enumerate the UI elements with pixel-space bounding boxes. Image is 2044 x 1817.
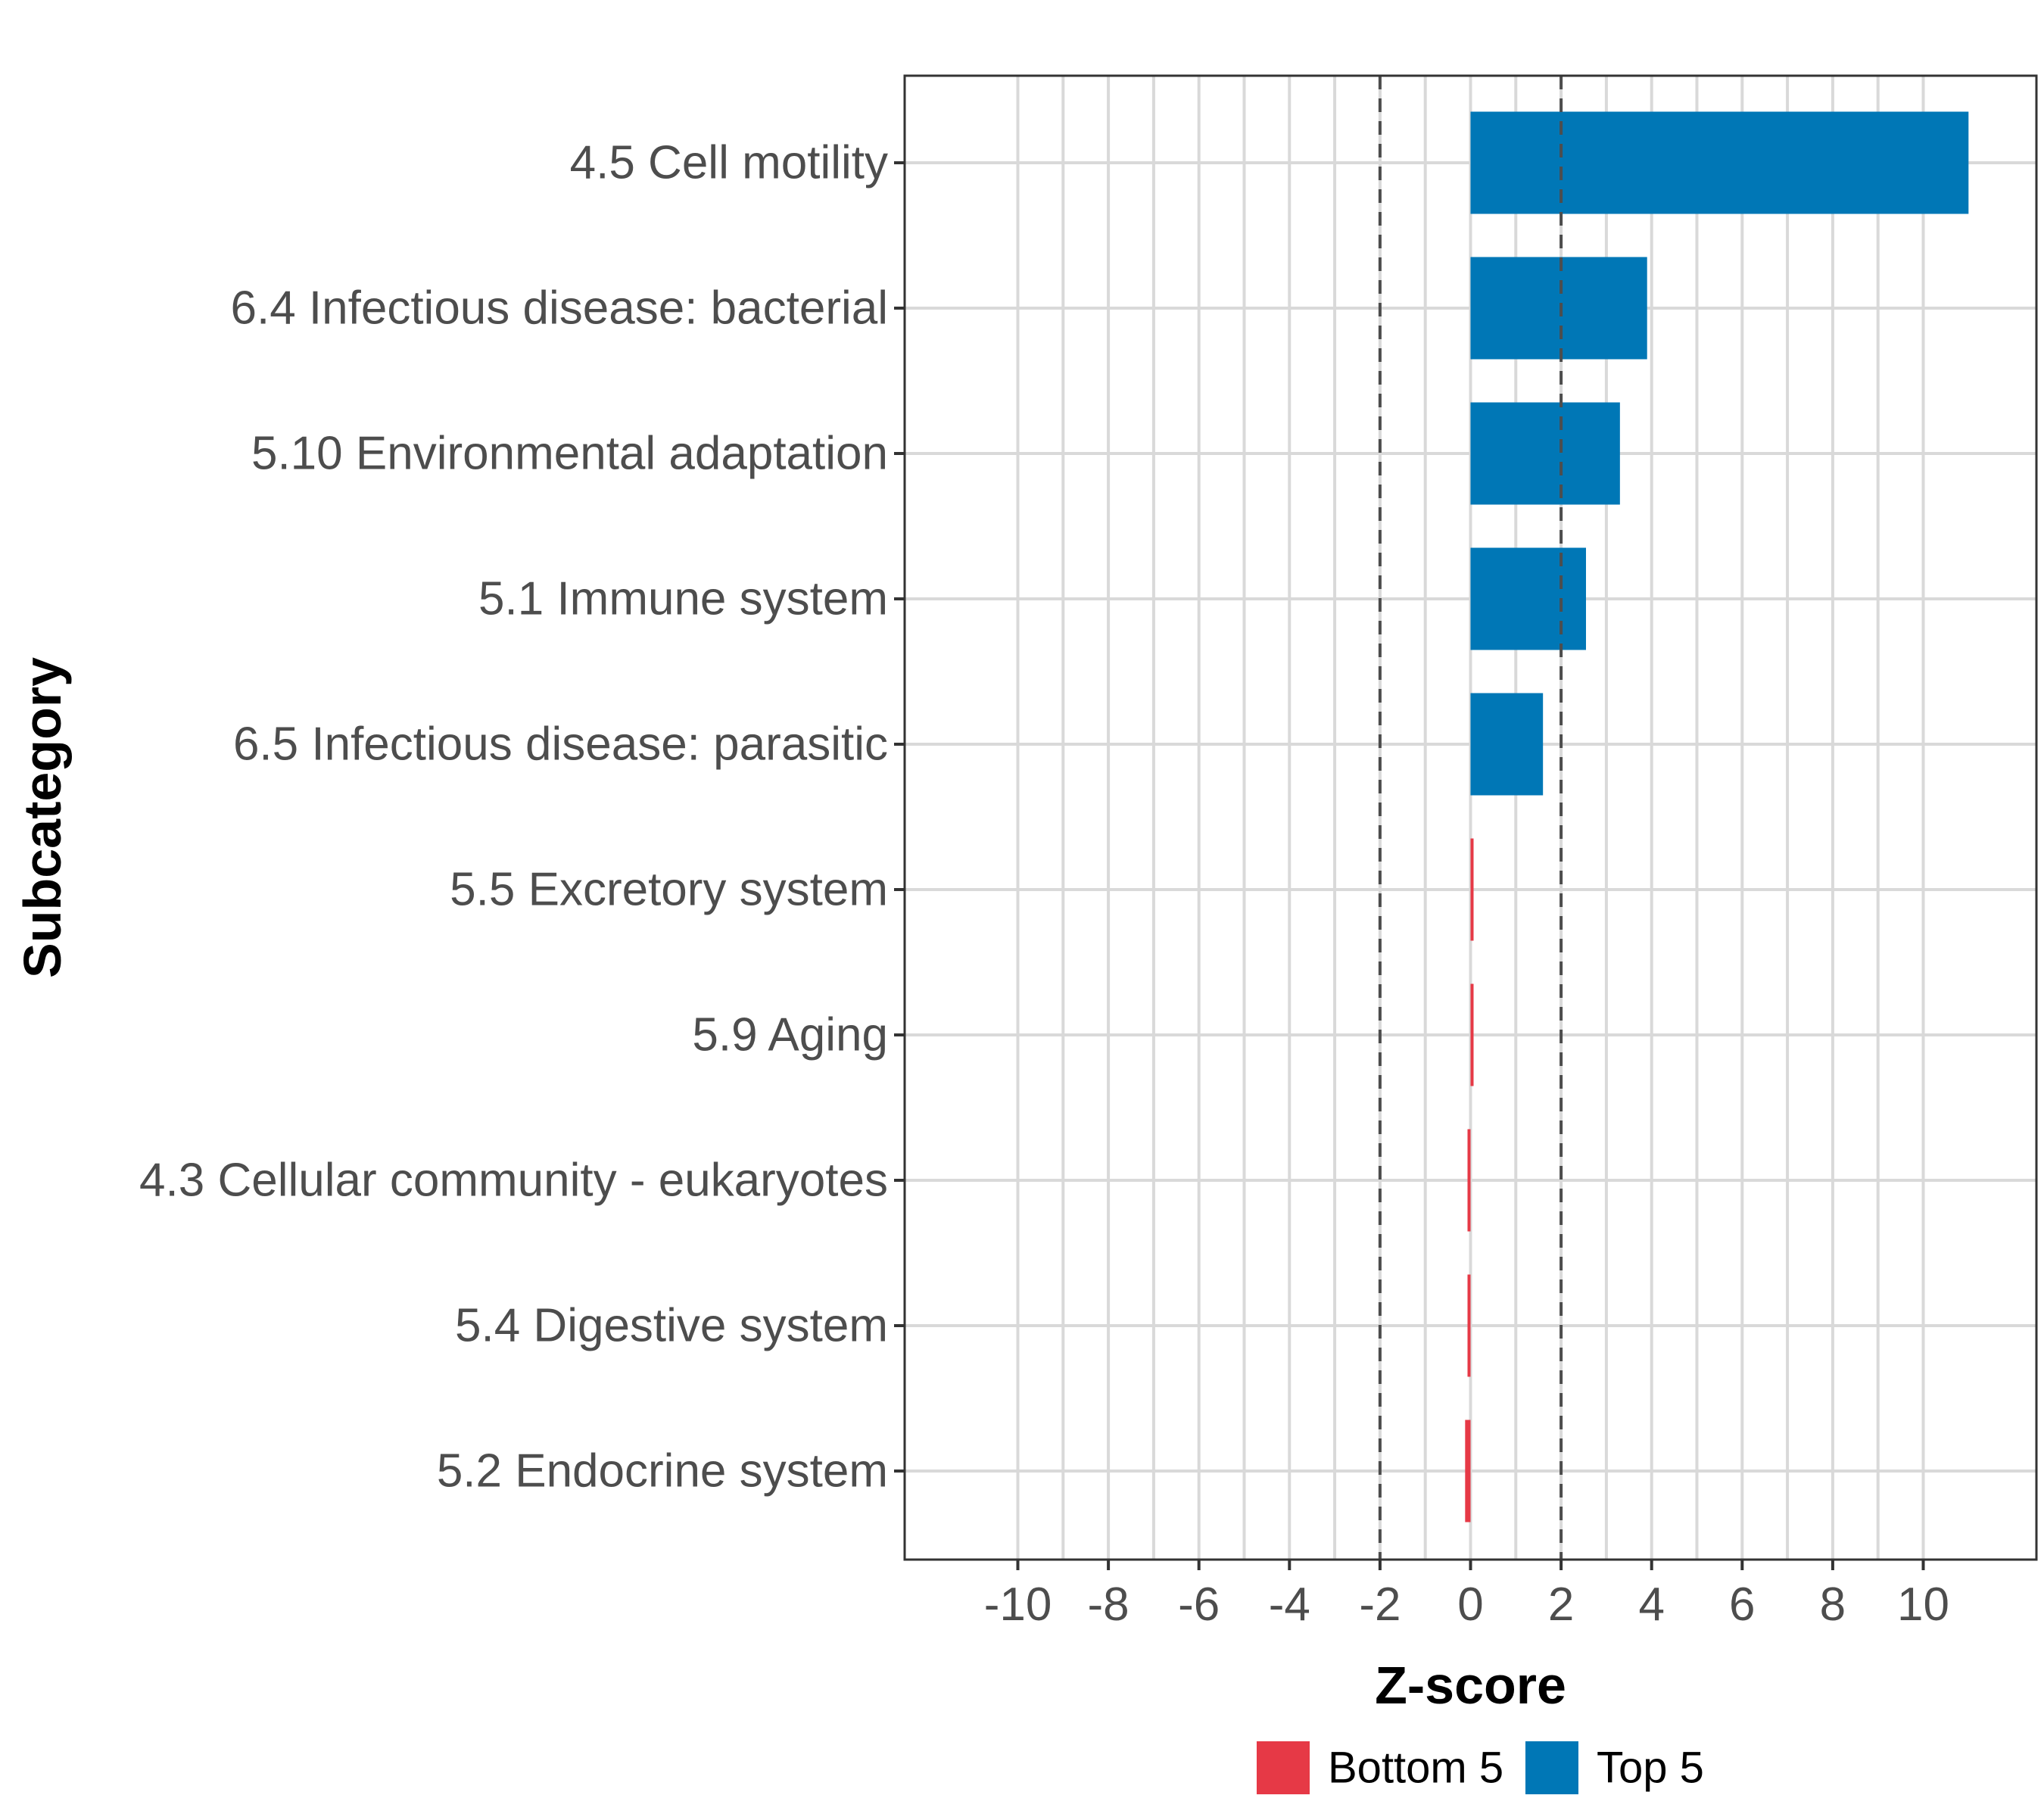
y-tick-label: 5.5 Excretory system — [450, 864, 888, 916]
x-axis-title: Z-score — [1375, 1656, 1566, 1715]
legend-label: Top 5 — [1597, 1744, 1704, 1793]
x-tick-label: 0 — [1457, 1579, 1483, 1631]
bar — [1465, 1420, 1471, 1522]
x-tick-label: -10 — [984, 1579, 1052, 1631]
legend-label: Bottom 5 — [1328, 1744, 1503, 1793]
x-tick-label: 10 — [1897, 1579, 1949, 1631]
x-tick-label: -8 — [1088, 1579, 1129, 1631]
y-tick-label: 5.1 Immune system — [478, 573, 888, 625]
bar — [1467, 1129, 1471, 1232]
bar — [1470, 111, 1969, 214]
x-tick-label: -2 — [1359, 1579, 1401, 1631]
y-tick-label: 5.10 Environmental adaptation — [251, 428, 888, 480]
x-tick-label: 8 — [1820, 1579, 1846, 1631]
x-tick-label: 6 — [1729, 1579, 1755, 1631]
bar — [1470, 547, 1586, 650]
y-tick-label: 5.2 Endocrine system — [437, 1445, 888, 1498]
x-tick-label: 2 — [1548, 1579, 1574, 1631]
y-tick-label: 5.4 Digestive system — [455, 1300, 888, 1352]
bar — [1467, 1274, 1471, 1377]
bar — [1470, 402, 1620, 505]
x-tick-label: -6 — [1178, 1579, 1220, 1631]
legend-swatch — [1525, 1741, 1578, 1794]
y-tick-label: 4.5 Cell motility — [570, 137, 888, 189]
x-tick-label: 4 — [1638, 1579, 1664, 1631]
y-tick-label: 6.5 Infectious disease: parasitic — [233, 718, 888, 771]
y-tick-label: 6.4 Infectious disease: bacterial — [230, 282, 888, 335]
y-axis-title: Subcategory — [13, 657, 72, 978]
bar — [1470, 257, 1647, 360]
legend-swatch — [1257, 1741, 1310, 1794]
y-tick-label: 5.9 Aging — [692, 1009, 888, 1061]
bar — [1470, 983, 1474, 1086]
y-tick-label: 4.3 Cellular community - eukaryotes — [139, 1155, 888, 1207]
bar — [1470, 838, 1474, 941]
x-tick-label: -4 — [1269, 1579, 1310, 1631]
bar — [1470, 693, 1544, 796]
